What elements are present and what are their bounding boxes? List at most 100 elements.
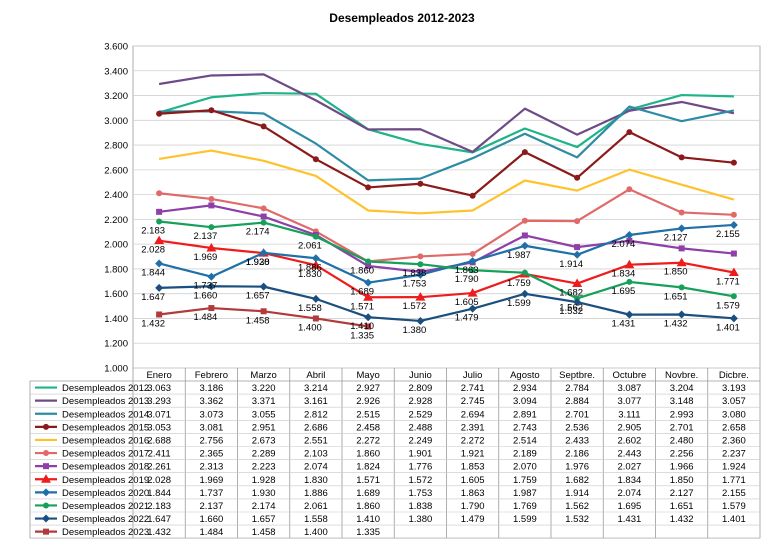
data-label: 1.886 [298, 262, 322, 273]
table-cell: 2.391 [461, 422, 485, 433]
data-point [417, 180, 424, 187]
data-label: 1.838 [402, 268, 426, 279]
data-point [416, 316, 425, 325]
data-point [156, 208, 163, 215]
legend-label: Desempleados 2021 [62, 501, 149, 512]
table-cell: 2.602 [617, 435, 641, 446]
series-desempleados-2016 [158, 149, 735, 215]
table-cell: 1.335 [356, 527, 380, 538]
table-cell: 1.605 [461, 475, 485, 486]
table-cell: 3.362 [199, 396, 223, 407]
category-label: Septbre. [559, 370, 595, 381]
legend-label: Desempleados 2020 [62, 488, 149, 499]
table-cell: 1.860 [356, 449, 380, 460]
table-cell: 2.313 [199, 462, 223, 473]
table-cell: 2.028 [147, 475, 171, 486]
data-label: 1.860 [350, 265, 374, 276]
table-cell: 1.753 [408, 488, 432, 499]
table-cell: 3.071 [147, 409, 171, 420]
data-point [156, 311, 163, 318]
data-point [207, 282, 216, 291]
table-cell: 1.479 [461, 514, 485, 525]
legend-label: Desempleados 2017 [62, 449, 149, 460]
table-cell: 1.532 [565, 514, 589, 525]
table-cell: 3.073 [199, 409, 223, 420]
data-label: 2.061 [298, 241, 322, 252]
series-desempleados-2023 [156, 305, 372, 330]
table-cell: 2.360 [722, 435, 746, 446]
data-point [42, 514, 50, 523]
data-label: 1.401 [716, 322, 740, 333]
data-point [678, 154, 685, 161]
data-point [208, 224, 215, 231]
table-cell: 2.688 [147, 435, 171, 446]
table-cell: 2.927 [356, 383, 380, 394]
data-point [520, 289, 529, 298]
series-line [159, 285, 734, 323]
data-label: 1.458 [246, 315, 270, 326]
legend-label: Desempleados 2022 [62, 514, 149, 525]
data-label: 1.432 [141, 318, 165, 329]
data-label: 1.928 [246, 257, 270, 268]
data-label: 1.431 [611, 319, 635, 330]
data-point [155, 259, 164, 268]
table-cell: 2.272 [461, 435, 485, 446]
data-point [260, 123, 267, 130]
table-cell: 1.599 [513, 514, 537, 525]
data-point [626, 129, 633, 136]
data-point [730, 211, 737, 218]
legend-label: Desempleados 2018 [62, 462, 149, 473]
data-label: 1.737 [193, 281, 217, 292]
category-label: Abril [306, 370, 325, 381]
series-desempleados-2014 [159, 105, 735, 182]
y-tick-label: 1.600 [104, 289, 128, 300]
table-cell: 2.529 [408, 409, 432, 420]
data-label: 1.432 [664, 318, 688, 329]
data-point [469, 267, 476, 274]
table-cell: 2.934 [513, 383, 537, 394]
y-tick-label: 1.000 [104, 364, 128, 375]
category-label: Marzo [250, 370, 276, 381]
table-cell: 3.057 [722, 396, 746, 407]
data-point [729, 314, 738, 323]
table-cell: 3.186 [199, 383, 223, 394]
table-cell: 3.220 [252, 383, 276, 394]
y-tick-label: 2.200 [104, 215, 128, 226]
table-cell: 2.745 [461, 396, 485, 407]
table-cell: 1.657 [252, 514, 276, 525]
legend-label: Desempleados 2014 [62, 409, 149, 420]
data-label: 1.914 [559, 259, 583, 270]
data-label: 1.479 [455, 313, 479, 324]
table-cell: 1.924 [722, 462, 746, 473]
data-point [678, 209, 685, 216]
y-tick-label: 2.600 [104, 165, 128, 176]
data-label: 2.183 [141, 225, 165, 236]
table-cell: 1.928 [252, 475, 276, 486]
table-cell: 3.148 [670, 396, 694, 407]
table-cell: 1.410 [356, 514, 380, 525]
table-cell: 2.223 [252, 462, 276, 473]
table-cell: 1.431 [617, 514, 641, 525]
data-label: 1.695 [611, 286, 635, 297]
table-cell: 3.204 [670, 383, 694, 394]
data-label: 1.532 [559, 306, 583, 317]
table-cell: 2.189 [513, 449, 537, 460]
data-label: 1.484 [193, 312, 217, 323]
data-point [363, 292, 374, 301]
data-point [311, 294, 320, 303]
y-tick-label: 3.000 [104, 116, 128, 127]
data-point [521, 149, 528, 156]
table-cell: 1.834 [617, 475, 641, 486]
table-cell: 1.401 [722, 514, 746, 525]
category-label: Julio [463, 370, 483, 381]
data-point [572, 278, 583, 288]
data-point [469, 192, 476, 199]
data-labels: 2.183 2.028 1.844 1.647 1.432 2.137 1.969 1.737… [141, 225, 740, 341]
data-point [42, 488, 50, 497]
data-label: 1.562 [559, 302, 583, 313]
table-cell: 2.237 [722, 449, 746, 460]
data-point [43, 502, 49, 509]
table-cell: 2.289 [252, 449, 276, 460]
table-cell: 1.987 [513, 488, 537, 499]
